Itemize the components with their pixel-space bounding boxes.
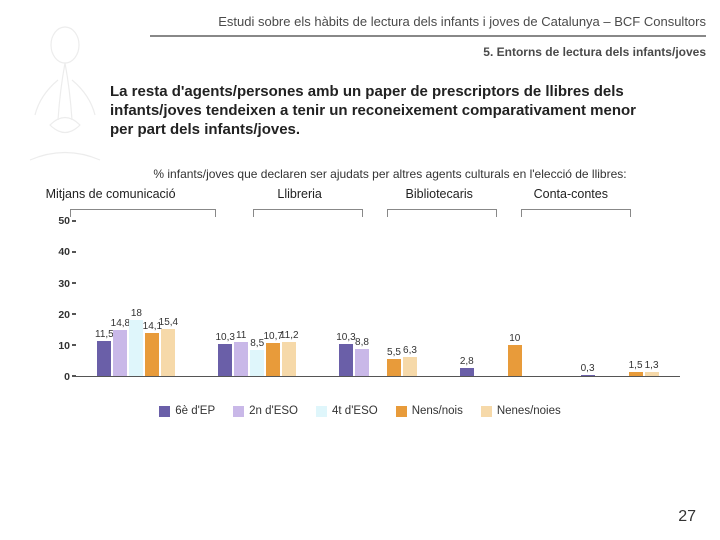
y-axis: 01020304050	[48, 221, 74, 377]
legend-swatch	[396, 406, 407, 417]
bar-value-label: 8,5	[250, 338, 264, 350]
group-label: Conta-contes	[534, 187, 608, 201]
bar-value-label: 14,8	[111, 318, 130, 330]
bar: 6,3	[403, 357, 417, 377]
bar: 11	[234, 342, 248, 376]
group-label: Llibreria	[277, 187, 321, 201]
plot-area: 11,514,81814,115,410,3118,510,711,210,38…	[76, 221, 680, 377]
bar-value-label: 6,3	[403, 345, 417, 357]
bar: 5,5	[387, 359, 401, 376]
section-title: 5. Entorns de lectura dels infants/joves	[0, 37, 720, 59]
bar: 10,3	[339, 344, 353, 376]
bar-group: 10,38,8 5,56,3	[318, 221, 439, 376]
legend-swatch	[481, 406, 492, 417]
legend-item: Nens/nois	[396, 405, 463, 417]
legend-label: 6è d'EP	[175, 405, 215, 417]
bar-value-label: 15,4	[159, 317, 178, 329]
bar-value-label: 8,8	[355, 337, 369, 349]
bar: 11,5	[97, 341, 111, 377]
bar-value-label: 10	[509, 333, 520, 345]
bar-group: 0,3 1,51,3	[559, 221, 680, 376]
bar: 10,7	[266, 343, 280, 376]
legend-label: 2n d'ESO	[249, 405, 298, 417]
legend-item: 6è d'EP	[159, 405, 215, 417]
bar: 10	[508, 345, 522, 376]
group-bracket	[70, 209, 216, 217]
bar-value-label: 11,2	[280, 330, 299, 342]
bar-value-label: 1,5	[629, 360, 643, 372]
bar-value-label: 0,3	[581, 363, 595, 375]
group-bracket	[253, 209, 363, 217]
bar: 18	[129, 320, 143, 376]
y-tick: 0	[64, 371, 70, 383]
group-labels: Mitjans de comunicacióLlibreriaBibliotec…	[70, 187, 680, 221]
bar-value-label: 10,3	[336, 332, 355, 344]
bar-group: 11,514,81814,115,4	[76, 221, 197, 376]
legend-label: Nens/nois	[412, 405, 463, 417]
legend-swatch	[316, 406, 327, 417]
legend-item: Nenes/noies	[481, 405, 561, 417]
bar: 0,3	[581, 375, 595, 376]
bar-groups: 11,514,81814,115,410,3118,510,711,210,38…	[76, 221, 680, 376]
legend-label: Nenes/noies	[497, 405, 561, 417]
bar: 15,4	[161, 329, 175, 377]
legend-label: 4t d'ESO	[332, 405, 378, 417]
bar: 10,3	[218, 344, 232, 376]
legend: 6è d'EP 2n d'ESO 4t d'ESO Nens/nois Nenes/no…	[0, 397, 720, 417]
legend-item: 2n d'ESO	[233, 405, 298, 417]
header-title: Estudi sobre els hàbits de lectura dels …	[0, 0, 720, 35]
legend-swatch	[159, 406, 170, 417]
bar: 8,8	[355, 349, 369, 376]
y-tick: 50	[58, 215, 70, 227]
y-tick: 30	[58, 278, 70, 290]
bar: 14,1	[145, 333, 159, 377]
legend-item: 4t d'ESO	[316, 405, 378, 417]
bar-value-label: 5,5	[387, 347, 401, 359]
bar: 8,5	[250, 350, 264, 376]
body-text: La resta d'agents/persones amb un paper …	[0, 59, 720, 153]
group-bracket	[521, 209, 631, 217]
group-label: Bibliotecaris	[406, 187, 473, 201]
chart-caption: % infants/joves que declaren ser ajudats…	[0, 153, 720, 187]
bar: 11,2	[282, 342, 296, 377]
bar-group: 2,8 10	[438, 221, 559, 376]
group-label: Mitjans de comunicació	[46, 187, 176, 201]
bar: 1,3	[645, 372, 659, 376]
group-bracket	[387, 209, 497, 217]
bar: 14,8	[113, 330, 127, 376]
bar-value-label: 1,3	[645, 360, 659, 372]
page-number: 27	[678, 508, 696, 526]
legend-swatch	[233, 406, 244, 417]
bar-value-label: 2,8	[460, 356, 474, 368]
bar: 2,8	[460, 368, 474, 377]
bar-value-label: 11,5	[95, 329, 114, 341]
bar-value-label: 18	[131, 308, 142, 320]
bar-value-label: 10,3	[215, 332, 234, 344]
bar: 1,5	[629, 372, 643, 377]
bar-value-label: 11	[236, 330, 246, 342]
bar-group: 10,3118,510,711,2	[197, 221, 318, 376]
bar-chart: 01020304050 11,514,81814,115,410,3118,51…	[48, 221, 680, 397]
y-tick: 10	[58, 340, 70, 352]
y-tick: 20	[58, 309, 70, 321]
y-tick: 40	[58, 246, 70, 258]
